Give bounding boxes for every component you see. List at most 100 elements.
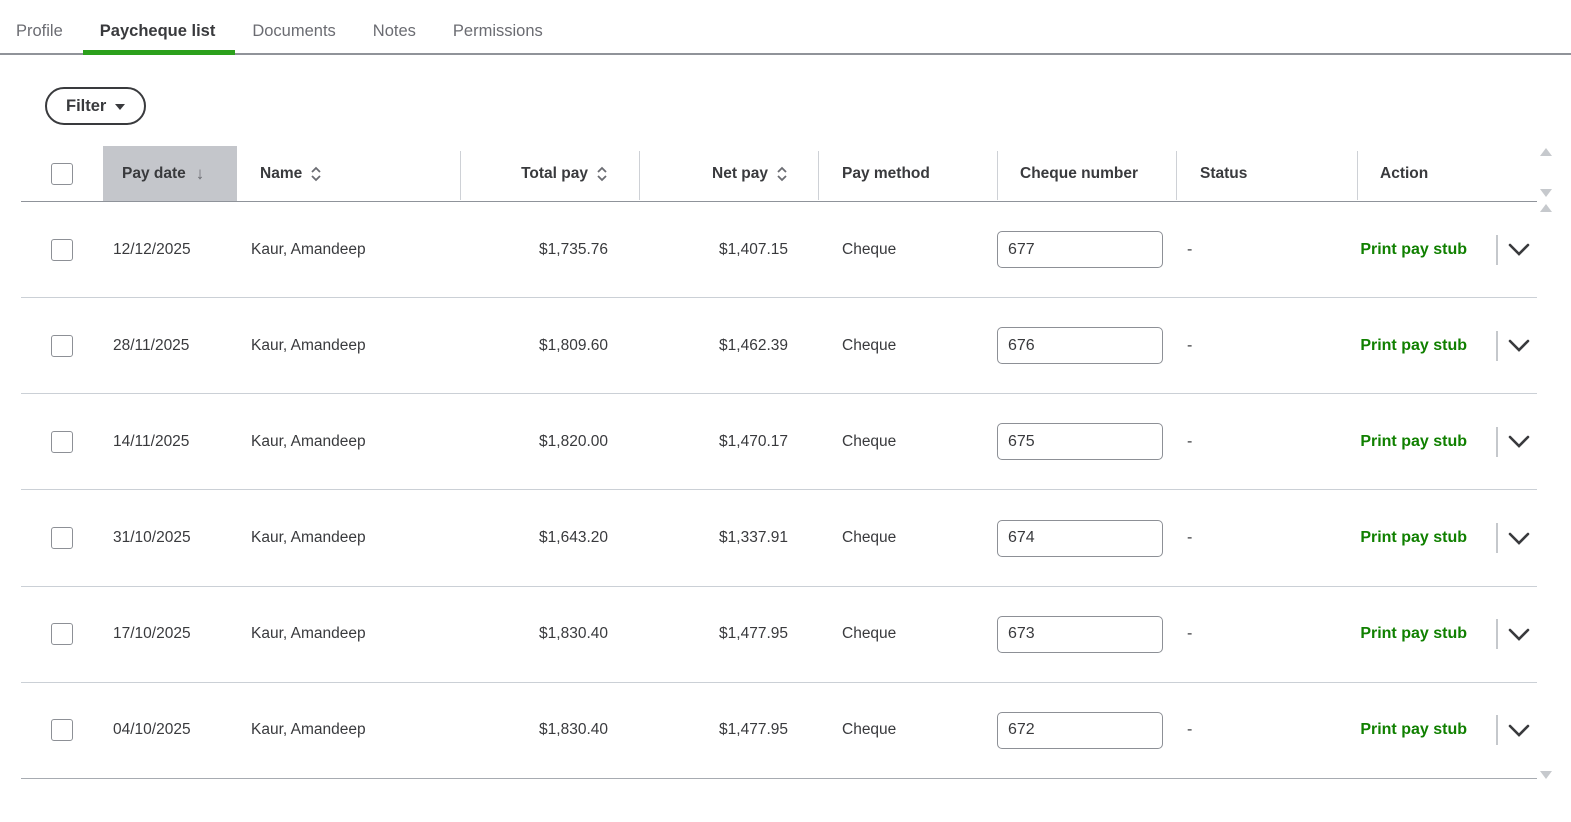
- pay-date-cell: 14/11/2025: [103, 394, 237, 489]
- sort-descending-arrow-icon: ↓: [195, 163, 205, 183]
- print-pay-stub-link[interactable]: Print pay stub: [1360, 529, 1467, 547]
- header-pay-date-label: Pay date: [122, 164, 186, 182]
- row-checkbox[interactable]: [51, 623, 73, 646]
- cheque-number-input[interactable]: [997, 423, 1163, 461]
- pay-date-value: 17/10/2025: [113, 625, 191, 643]
- name-value: Kaur, Amandeep: [251, 721, 366, 739]
- scroll-down-button[interactable]: [1540, 189, 1552, 197]
- cheque-number-input[interactable]: [997, 615, 1163, 653]
- header-cheque-number-label: Cheque number: [1020, 164, 1138, 182]
- action-cell: Print pay stub: [1357, 394, 1537, 489]
- filter-button[interactable]: Filter: [45, 87, 147, 125]
- status-value: -: [1187, 625, 1193, 643]
- header-name[interactable]: Name: [237, 146, 460, 201]
- expand-row-button[interactable]: [1506, 530, 1532, 547]
- net-pay-cell: $1,407.15: [639, 202, 818, 297]
- name-value: Kaur, Amandeep: [251, 529, 366, 547]
- row-select-cell: [21, 394, 103, 489]
- pay-method-cell: Cheque: [818, 683, 997, 778]
- net-pay-value: $1,407.15: [719, 240, 788, 258]
- table-row: 14/11/2025 Kaur, Amandeep $1,820.00 $1,4…: [21, 394, 1537, 491]
- row-checkbox[interactable]: [51, 719, 73, 742]
- chevron-down-icon: [1508, 532, 1530, 545]
- tab-notes[interactable]: Notes: [372, 21, 416, 40]
- pay-date-cell: 28/11/2025: [103, 298, 237, 393]
- print-pay-stub-link[interactable]: Print pay stub: [1360, 336, 1467, 354]
- scroll-up-button[interactable]: [1540, 204, 1552, 212]
- scroll-up-button[interactable]: [1540, 148, 1552, 156]
- sort-both-icon: [777, 166, 787, 181]
- scroll-down-button[interactable]: [1540, 771, 1552, 779]
- action-divider: [1496, 523, 1498, 554]
- total-pay-cell: $1,809.60: [460, 298, 639, 393]
- print-pay-stub-link[interactable]: Print pay stub: [1360, 721, 1467, 739]
- pay-method-value: Cheque: [842, 432, 897, 450]
- net-pay-value: $1,462.39: [719, 336, 788, 354]
- print-pay-stub-link[interactable]: Print pay stub: [1360, 240, 1467, 258]
- expand-row-button[interactable]: [1506, 722, 1532, 739]
- filter-button-label: Filter: [66, 96, 107, 115]
- header-net-pay-label: Net pay: [712, 164, 768, 182]
- row-checkbox[interactable]: [51, 334, 73, 357]
- row-select-cell: [21, 202, 103, 297]
- total-pay-cell: $1,643.20: [460, 490, 639, 585]
- cheque-number-input[interactable]: [997, 327, 1163, 365]
- action-divider: [1496, 234, 1498, 265]
- row-select-cell: [21, 298, 103, 393]
- print-pay-stub-link[interactable]: Print pay stub: [1360, 625, 1467, 643]
- pay-date-value: 04/10/2025: [113, 721, 191, 739]
- name-value: Kaur, Amandeep: [251, 336, 366, 354]
- status-cell: -: [1176, 202, 1357, 297]
- pay-method-cell: Cheque: [818, 394, 997, 489]
- header-pay-method-label: Pay method: [842, 164, 930, 182]
- status-value: -: [1187, 529, 1193, 547]
- action-cell: Print pay stub: [1357, 490, 1537, 585]
- pay-method-value: Cheque: [842, 529, 897, 547]
- name-cell: Kaur, Amandeep: [237, 587, 460, 682]
- tab-documents[interactable]: Documents: [252, 21, 336, 40]
- header-total-pay[interactable]: Total pay: [460, 146, 639, 201]
- expand-row-button[interactable]: [1506, 241, 1532, 258]
- action-cell: Print pay stub: [1357, 298, 1537, 393]
- name-cell: Kaur, Amandeep: [237, 394, 460, 489]
- cheque-number-input[interactable]: [997, 231, 1163, 269]
- expand-row-button[interactable]: [1506, 337, 1532, 354]
- cheque-number-input[interactable]: [997, 711, 1163, 749]
- cheque-number-input[interactable]: [997, 519, 1163, 557]
- print-pay-stub-link[interactable]: Print pay stub: [1360, 432, 1467, 450]
- cheque-number-cell: [997, 298, 1176, 393]
- name-cell: Kaur, Amandeep: [237, 298, 460, 393]
- net-pay-cell: $1,477.95: [639, 683, 818, 778]
- select-all-checkbox[interactable]: [51, 162, 73, 185]
- tab-paycheque-list[interactable]: Paycheque list: [82, 9, 235, 55]
- expand-row-button[interactable]: [1506, 626, 1532, 643]
- tab-permissions[interactable]: Permissions: [452, 21, 543, 40]
- cheque-number-cell: [997, 490, 1176, 585]
- net-pay-cell: $1,337.91: [639, 490, 818, 585]
- pay-date-cell: 31/10/2025: [103, 490, 237, 585]
- total-pay-value: $1,809.60: [539, 336, 608, 354]
- table-row: 28/11/2025 Kaur, Amandeep $1,809.60 $1,4…: [21, 298, 1537, 395]
- header-pay-date[interactable]: Pay date ↓: [103, 146, 237, 201]
- status-value: -: [1187, 240, 1193, 258]
- name-value: Kaur, Amandeep: [251, 240, 366, 258]
- pay-date-cell: 04/10/2025: [103, 683, 237, 778]
- action-cell: Print pay stub: [1357, 587, 1537, 682]
- action-cell: Print pay stub: [1357, 683, 1537, 778]
- header-status: Status: [1176, 146, 1357, 201]
- header-status-label: Status: [1200, 164, 1248, 182]
- row-checkbox[interactable]: [51, 527, 73, 550]
- expand-row-button[interactable]: [1506, 433, 1532, 450]
- pay-date-value: 28/11/2025: [113, 336, 190, 354]
- pay-date-value: 12/12/2025: [113, 240, 191, 258]
- chevron-down-icon: [1508, 339, 1530, 353]
- header-total-pay-label: Total pay: [521, 164, 588, 182]
- tab-profile[interactable]: Profile: [16, 21, 63, 40]
- total-pay-value: $1,830.40: [539, 625, 608, 643]
- row-checkbox[interactable]: [51, 238, 73, 261]
- header-action: Action: [1357, 146, 1537, 201]
- sorted-column-chip: Pay date ↓: [103, 146, 237, 201]
- table-row: 31/10/2025 Kaur, Amandeep $1,643.20 $1,3…: [21, 490, 1537, 587]
- header-net-pay[interactable]: Net pay: [639, 146, 818, 201]
- row-checkbox[interactable]: [51, 430, 73, 453]
